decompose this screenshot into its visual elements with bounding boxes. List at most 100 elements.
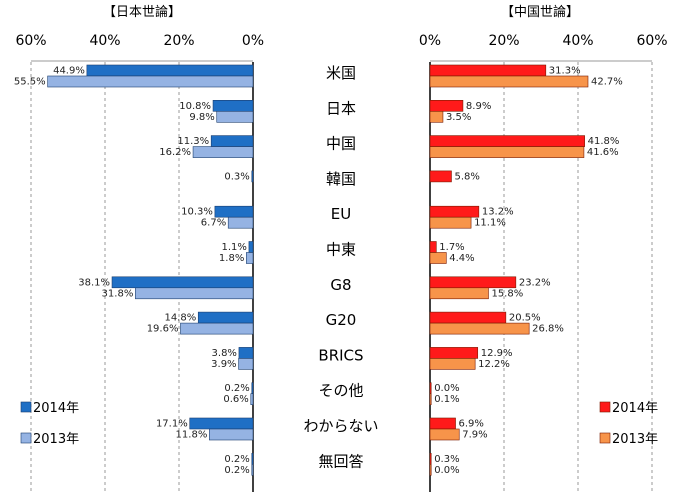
left-bar xyxy=(211,136,253,147)
left-bar xyxy=(112,277,253,288)
left-bar xyxy=(215,206,253,217)
left-data-label: 1.8% xyxy=(219,253,244,264)
right-bar xyxy=(430,242,436,253)
left-data-label: 0.3% xyxy=(224,171,249,182)
left-legend-swatch xyxy=(21,402,31,412)
left-bar xyxy=(193,147,253,158)
right-bar xyxy=(430,65,546,76)
right-legend-label: 2013年 xyxy=(612,432,658,447)
right-bar xyxy=(430,323,529,334)
right-data-label: 0.0% xyxy=(434,465,459,476)
category-label: その他 xyxy=(318,382,363,400)
right-data-label: 13.2% xyxy=(482,207,514,218)
left-tick-label: 60% xyxy=(15,33,46,49)
bars xyxy=(48,65,588,475)
right-bar xyxy=(430,429,459,440)
right-data-label: 4.4% xyxy=(449,253,474,264)
category-labels: 米国日本中国韓国EU中東G8G20BRICSその他わからない無回答 xyxy=(303,64,378,470)
left-data-label: 17.1% xyxy=(156,419,188,430)
left-tick-label: 40% xyxy=(89,33,120,49)
left-data-label: 11.3% xyxy=(177,136,209,147)
left-data-label: 1.1% xyxy=(222,242,247,253)
left-data-label: 9.8% xyxy=(189,112,214,123)
category-label: わからない xyxy=(303,417,378,435)
left-data-label: 0.2% xyxy=(224,383,249,394)
category-label: G20 xyxy=(326,311,357,329)
category-label: 無回答 xyxy=(318,452,363,470)
left-bar xyxy=(246,253,253,264)
left-bar xyxy=(251,394,253,405)
right-bar xyxy=(430,464,431,475)
right-legend-label: 2014年 xyxy=(612,401,658,416)
right-data-label: 12.2% xyxy=(478,359,510,370)
left-bar xyxy=(239,358,253,369)
right-data-label: 1.7% xyxy=(439,242,464,253)
right-tick-label: 60% xyxy=(636,33,667,49)
category-label: 中東 xyxy=(326,241,356,259)
right-bar xyxy=(430,253,446,264)
right-bar xyxy=(430,358,475,369)
right-data-label: 3.5% xyxy=(446,112,471,123)
left-bar xyxy=(48,76,253,87)
left-legend-label: 2013年 xyxy=(33,432,79,447)
category-label: 日本 xyxy=(326,99,356,117)
right-data-label: 0.1% xyxy=(434,394,459,405)
right-data-label: 11.1% xyxy=(474,218,506,229)
left-bar xyxy=(239,347,253,358)
right-data-label: 7.9% xyxy=(462,430,487,441)
right-tick-label: 20% xyxy=(488,33,519,49)
left-bar xyxy=(198,312,253,323)
right-data-label: 41.6% xyxy=(587,147,619,158)
left-data-label: 38.1% xyxy=(78,277,110,288)
category-label: EU xyxy=(331,205,351,223)
right-data-label: 0.0% xyxy=(434,383,459,394)
category-label: 中国 xyxy=(326,135,356,153)
category-label: BRICS xyxy=(318,346,363,364)
right-bar xyxy=(430,147,584,158)
left-bar xyxy=(190,418,253,429)
right-data-label: 6.9% xyxy=(459,419,484,430)
left-bar xyxy=(209,429,253,440)
left-data-label: 44.9% xyxy=(53,66,85,77)
left-bar xyxy=(252,464,253,475)
left-bar xyxy=(87,65,253,76)
right-data-label: 8.9% xyxy=(466,101,491,112)
left-bar xyxy=(228,217,253,228)
left-bar xyxy=(217,111,253,122)
right-data-label: 15.8% xyxy=(491,288,523,299)
right-bar xyxy=(430,206,479,217)
left-data-label: 0.2% xyxy=(224,454,249,465)
right-bar xyxy=(430,312,506,323)
left-data-label: 19.6% xyxy=(147,324,179,335)
right-bar xyxy=(430,100,463,111)
right-bar xyxy=(430,347,478,358)
left-data-label: 3.8% xyxy=(212,348,237,359)
left-bar xyxy=(213,100,253,111)
category-label: G8 xyxy=(330,276,351,294)
left-data-label: 14.8% xyxy=(164,313,196,324)
data-labels: 44.9% 55.5% 31.3% 42.7% 10.8%9.8% 8.9%3.5% 11.… xyxy=(14,66,623,476)
category-label: 韓国 xyxy=(326,170,356,188)
right-tick-label: 0% xyxy=(419,33,441,49)
comparison-bar-chart: 0% 0%20% 20%40% 40%60% 60% 44.9%55.5%31.3%42… xyxy=(0,0,684,504)
right-data-label: 23.2% xyxy=(519,277,551,288)
right-bar xyxy=(430,111,443,122)
right-legend-swatch xyxy=(600,402,610,412)
right-legend-swatch xyxy=(600,433,610,443)
left-data-label: 0.2% xyxy=(224,465,249,476)
left-data-label: 11.8% xyxy=(176,430,208,441)
right-bar xyxy=(430,394,431,405)
left-data-label: 16.2% xyxy=(159,147,191,158)
right-bar xyxy=(430,136,585,147)
left-panel-title: 【日本世論】 xyxy=(103,4,181,20)
left-data-label: 31.8% xyxy=(102,288,134,299)
right-data-label: 20.5% xyxy=(509,313,541,324)
right-data-label: 12.9% xyxy=(481,348,513,359)
right-bar xyxy=(430,418,456,429)
right-data-label: 5.8% xyxy=(454,171,479,182)
left-bar xyxy=(252,171,253,182)
right-bar xyxy=(430,217,471,228)
left-bar xyxy=(135,288,253,299)
right-bar xyxy=(430,277,516,288)
left-tick-label: 20% xyxy=(163,33,194,49)
